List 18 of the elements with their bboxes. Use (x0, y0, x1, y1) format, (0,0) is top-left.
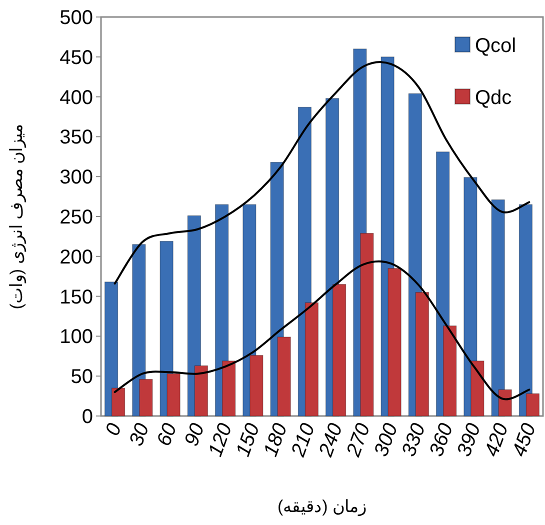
y-tick-label: 100 (60, 326, 93, 348)
y-tick-label: 350 (60, 126, 93, 149)
y-tick-label: 400 (60, 86, 93, 109)
y-tick-label: 50 (70, 366, 93, 388)
legend-label: Qdc (475, 87, 512, 109)
y-tick-label: 250 (60, 206, 93, 228)
x-tick-label: 0 (102, 420, 126, 439)
legend-label: Qcol (475, 35, 516, 57)
y-tick-label: 300 (60, 166, 93, 189)
y-tick-label: 500 (60, 7, 93, 29)
y-tick-label: 200 (60, 246, 93, 268)
x-tick-label: 60 (153, 420, 182, 450)
x-tick-label: 30 (125, 420, 154, 450)
y-tick-label: 0 (82, 406, 93, 428)
y-tick-label: 450 (60, 46, 93, 69)
x-axis-title: زمان (دقیقه) (277, 497, 367, 517)
y-axis-title: میزان مصرف انرژی (وات) (7, 124, 27, 310)
y-tick-label: 150 (60, 286, 93, 308)
